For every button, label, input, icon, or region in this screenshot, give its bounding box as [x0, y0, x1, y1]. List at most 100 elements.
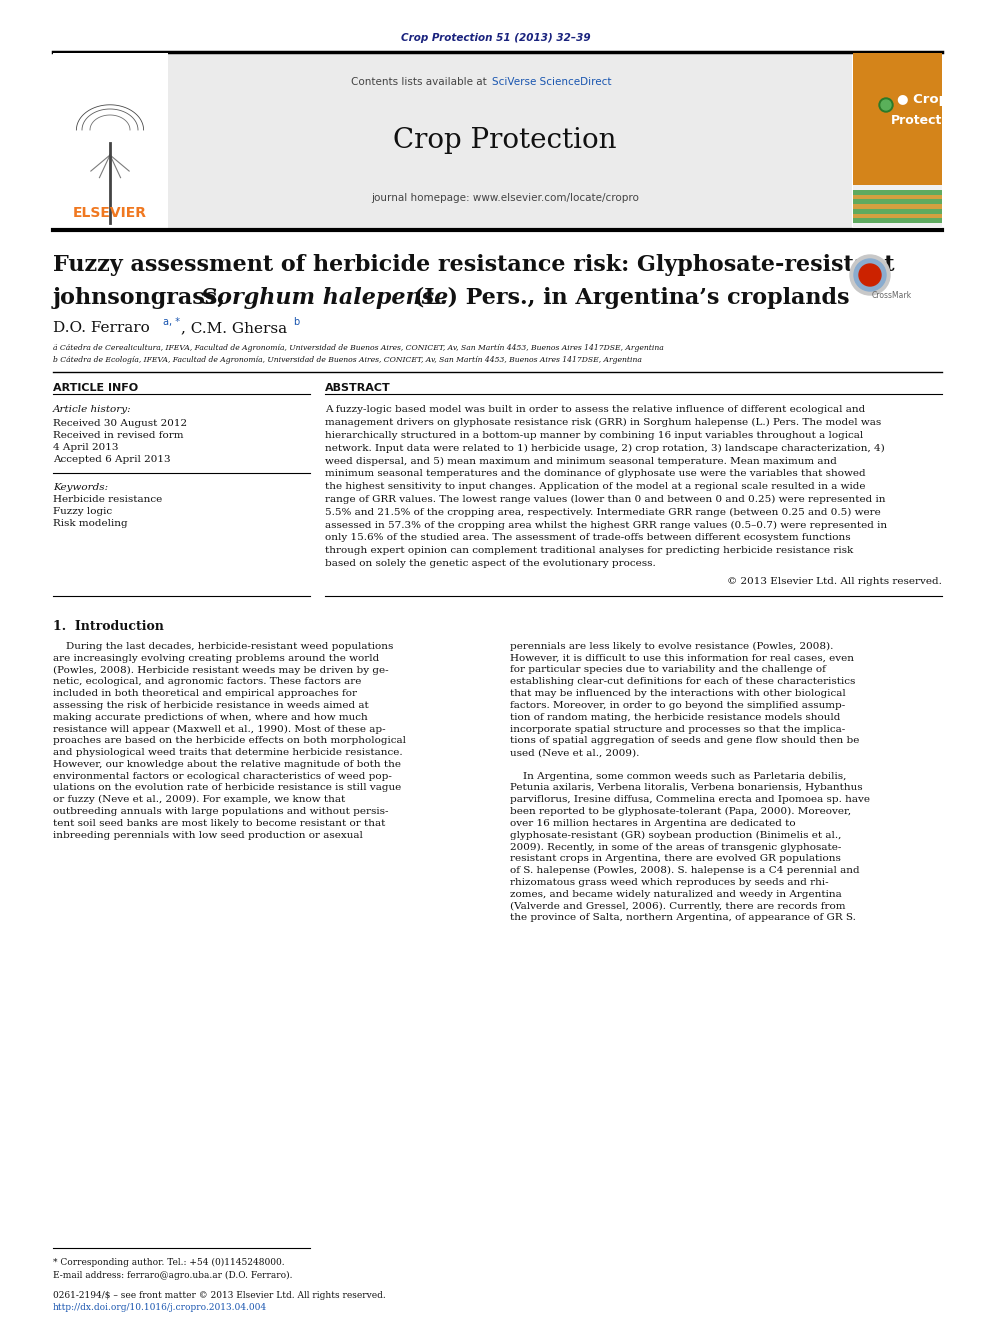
Text: outbreeding annuals with large populations and without persis-: outbreeding annuals with large populatio… [53, 807, 389, 816]
Text: proaches are based on the herbicide effects on both morphological: proaches are based on the herbicide effe… [53, 737, 406, 745]
Text: rhizomatous grass weed which reproduces by seeds and rhi-: rhizomatous grass weed which reproduces … [510, 878, 828, 886]
Text: weed dispersal, and 5) mean maximum and minimum seasonal temperature. Mean maxim: weed dispersal, and 5) mean maximum and … [325, 456, 837, 466]
Text: parviflorus, Iresine diffusa, Commelina erecta and Ipomoea sp. have: parviflorus, Iresine diffusa, Commelina … [510, 795, 870, 804]
Text: (Valverde and Gressel, 2006). Currently, there are records from: (Valverde and Gressel, 2006). Currently,… [510, 901, 845, 910]
Circle shape [879, 98, 893, 112]
Bar [53, 53, 168, 228]
Text: ABSTRACT: ABSTRACT [325, 382, 391, 393]
Bar [853, 53, 942, 228]
Bar [853, 204, 942, 209]
Text: 5.5% and 21.5% of the cropping area, respectively. Intermediate GRR range (betwe: 5.5% and 21.5% of the cropping area, res… [325, 508, 881, 517]
Bar [853, 209, 942, 214]
Text: been reported to be glyphosate-tolerant (Papa, 2000). Moreover,: been reported to be glyphosate-tolerant … [510, 807, 851, 816]
Text: ELSEVIER: ELSEVIER [73, 206, 147, 220]
Text: Petunia axilaris, Verbena litoralis, Verbena bonariensis, Hybanthus: Petunia axilaris, Verbena litoralis, Ver… [510, 783, 863, 792]
Text: glyphosate-resistant (GR) soybean production (Binimelis et al.,: glyphosate-resistant (GR) soybean produc… [510, 831, 841, 840]
Bar [853, 218, 942, 224]
Text: However, it is difficult to use this information for real cases, even: However, it is difficult to use this inf… [510, 654, 854, 663]
Text: ã Cátedra de Cerealicultura, IFEVA, Facultad de Agronomía, Universidad de Buenos: ã Cátedra de Cerealicultura, IFEVA, Facu… [53, 344, 664, 352]
Text: 0261-2194/$ – see front matter © 2013 Elsevier Ltd. All rights reserved.: 0261-2194/$ – see front matter © 2013 El… [53, 1291, 386, 1301]
Text: Accepted 6 April 2013: Accepted 6 April 2013 [53, 455, 171, 463]
Text: factors. Moreover, in order to go beyond the simplified assump-: factors. Moreover, in order to go beyond… [510, 701, 845, 710]
Text: CrossMark: CrossMark [872, 291, 912, 300]
Text: ● Crop: ● Crop [897, 94, 948, 106]
Text: However, our knowledge about the relative magnitude of both the: However, our knowledge about the relativ… [53, 759, 401, 769]
Circle shape [854, 259, 886, 291]
Text: 4 April 2013: 4 April 2013 [53, 442, 118, 451]
Text: b Cátedra de Ecología, IFEVA, Facultad de Agronomía, Universidad de Buenos Aires: b Cátedra de Ecología, IFEVA, Facultad d… [53, 356, 642, 364]
Text: management drivers on glyphosate resistance risk (GRR) in Sorghum halepense (L.): management drivers on glyphosate resista… [325, 418, 881, 427]
Text: inbreeding perennials with low seed production or asexual: inbreeding perennials with low seed prod… [53, 831, 363, 840]
Circle shape [881, 101, 891, 110]
Text: Crop Protection: Crop Protection [393, 127, 617, 153]
Text: During the last decades, herbicide-resistant weed populations: During the last decades, herbicide-resis… [53, 642, 394, 651]
Text: * Corresponding author. Tel.: +54 (0)1145248000.: * Corresponding author. Tel.: +54 (0)114… [53, 1257, 285, 1266]
Text: 1.  Introduction: 1. Introduction [53, 620, 164, 632]
Text: assessed in 57.3% of the cropping area whilst the highest GRR range values (0.5–: assessed in 57.3% of the cropping area w… [325, 521, 887, 529]
Text: or fuzzy (Neve et al., 2009). For example, we know that: or fuzzy (Neve et al., 2009). For exampl… [53, 795, 345, 804]
Text: Received 30 August 2012: Received 30 August 2012 [53, 419, 187, 429]
Text: Fuzzy assessment of herbicide resistance risk: Glyphosate-resistant: Fuzzy assessment of herbicide resistance… [53, 254, 895, 277]
Text: johnsongrass,: johnsongrass, [53, 287, 234, 310]
Text: hierarchically structured in a bottom-up manner by combining 16 input variables : hierarchically structured in a bottom-up… [325, 431, 863, 441]
Text: Article history:: Article history: [53, 406, 132, 414]
Bar [853, 189, 942, 194]
Text: 2009). Recently, in some of the areas of transgenic glyphosate-: 2009). Recently, in some of the areas of… [510, 843, 841, 852]
Text: Contents lists available at: Contents lists available at [351, 77, 490, 87]
Text: network. Input data were related to 1) herbicide usage, 2) crop rotation, 3) lan: network. Input data were related to 1) h… [325, 443, 885, 452]
Circle shape [859, 265, 881, 286]
Text: ARTICLE INFO: ARTICLE INFO [53, 382, 138, 393]
Text: zomes, and became widely naturalized and weedy in Argentina: zomes, and became widely naturalized and… [510, 889, 842, 898]
Text: D.O. Ferraro: D.O. Ferraro [53, 321, 150, 335]
Text: based on solely the genetic aspect of the evolutionary process.: based on solely the genetic aspect of th… [325, 560, 656, 568]
Bar [853, 194, 942, 200]
Text: establishing clear-cut definitions for each of these characteristics: establishing clear-cut definitions for e… [510, 677, 855, 687]
Text: © 2013 Elsevier Ltd. All rights reserved.: © 2013 Elsevier Ltd. All rights reserved… [727, 577, 942, 586]
Text: minimum seasonal temperatures and the dominance of glyphosate use were the varia: minimum seasonal temperatures and the do… [325, 470, 866, 479]
Text: Received in revised form: Received in revised form [53, 431, 184, 441]
Bar [853, 214, 942, 218]
Text: incorporate spatial structure and processes so that the implica-: incorporate spatial structure and proces… [510, 725, 845, 733]
Bar [168, 53, 852, 228]
Text: ulations on the evolution rate of herbicide resistance is still vague: ulations on the evolution rate of herbic… [53, 783, 401, 792]
Text: Crop Protection 51 (2013) 32–39: Crop Protection 51 (2013) 32–39 [401, 33, 591, 44]
Text: resistance will appear (Maxwell et al., 1990). Most of these ap-: resistance will appear (Maxwell et al., … [53, 725, 386, 733]
Text: only 15.6% of the studied area. The assessment of trade-offs between different e: only 15.6% of the studied area. The asse… [325, 533, 850, 542]
Text: Sorghum halepense: Sorghum halepense [201, 287, 448, 310]
Text: b: b [293, 318, 300, 327]
Text: Keywords:: Keywords: [53, 483, 108, 492]
Text: (L.) Pers., in Argentina’s croplands: (L.) Pers., in Argentina’s croplands [406, 287, 849, 310]
Text: E-mail address: ferraro@agro.uba.ar (D.O. Ferraro).: E-mail address: ferraro@agro.uba.ar (D.O… [53, 1270, 293, 1279]
Text: , C.M. Ghersa: , C.M. Ghersa [181, 321, 287, 335]
Text: are increasingly evolving creating problems around the world: are increasingly evolving creating probl… [53, 654, 379, 663]
Text: that may be influenced by the interactions with other biological: that may be influenced by the interactio… [510, 689, 846, 699]
Bar [853, 185, 942, 189]
Text: environmental factors or ecological characteristics of weed pop-: environmental factors or ecological char… [53, 771, 392, 781]
Text: over 16 million hectares in Argentina are dedicated to: over 16 million hectares in Argentina ar… [510, 819, 796, 828]
Text: included in both theoretical and empirical approaches for: included in both theoretical and empiric… [53, 689, 357, 699]
Text: perennials are less likely to evolve resistance (Powles, 2008).: perennials are less likely to evolve res… [510, 642, 833, 651]
Circle shape [850, 255, 890, 295]
Text: Risk modeling: Risk modeling [53, 520, 128, 528]
Text: SciVerse ScienceDirect: SciVerse ScienceDirect [492, 77, 611, 87]
Text: In Argentina, some common weeds such as Parletaria debilis,: In Argentina, some common weeds such as … [510, 771, 846, 781]
Text: Herbicide resistance: Herbicide resistance [53, 496, 163, 504]
Text: for particular species due to variability and the challenge of: for particular species due to variabilit… [510, 665, 826, 675]
Text: tent soil seed banks are most likely to become resistant or that: tent soil seed banks are most likely to … [53, 819, 385, 828]
Text: a, *: a, * [163, 318, 180, 327]
Text: Fuzzy logic: Fuzzy logic [53, 508, 112, 516]
Text: and physiological weed traits that determine herbicide resistance.: and physiological weed traits that deter… [53, 747, 403, 757]
Text: through expert opinion can complement traditional analyses for predicting herbic: through expert opinion can complement tr… [325, 546, 853, 556]
Text: assessing the risk of herbicide resistance in weeds aimed at: assessing the risk of herbicide resistan… [53, 701, 369, 710]
Text: resistant crops in Argentina, there are evolved GR populations: resistant crops in Argentina, there are … [510, 855, 841, 864]
Text: Protection: Protection [891, 114, 964, 127]
Text: of S. halepense (Powles, 2008). S. halepense is a C4 perennial and: of S. halepense (Powles, 2008). S. halep… [510, 867, 860, 875]
Text: netic, ecological, and agronomic factors. These factors are: netic, ecological, and agronomic factors… [53, 677, 361, 687]
Text: journal homepage: www.elsevier.com/locate/cropro: journal homepage: www.elsevier.com/locat… [371, 193, 639, 202]
Text: A fuzzy-logic based model was built in order to assess the relative influence of: A fuzzy-logic based model was built in o… [325, 406, 865, 414]
Text: (Powles, 2008). Herbicide resistant weeds may be driven by ge-: (Powles, 2008). Herbicide resistant weed… [53, 665, 389, 675]
Text: the highest sensitivity to input changes. Application of the model at a regional: the highest sensitivity to input changes… [325, 483, 865, 491]
Bar [853, 200, 942, 204]
Text: range of GRR values. The lowest range values (lower than 0 and between 0 and 0.2: range of GRR values. The lowest range va… [325, 495, 886, 504]
Text: making accurate predictions of when, where and how much: making accurate predictions of when, whe… [53, 713, 368, 722]
